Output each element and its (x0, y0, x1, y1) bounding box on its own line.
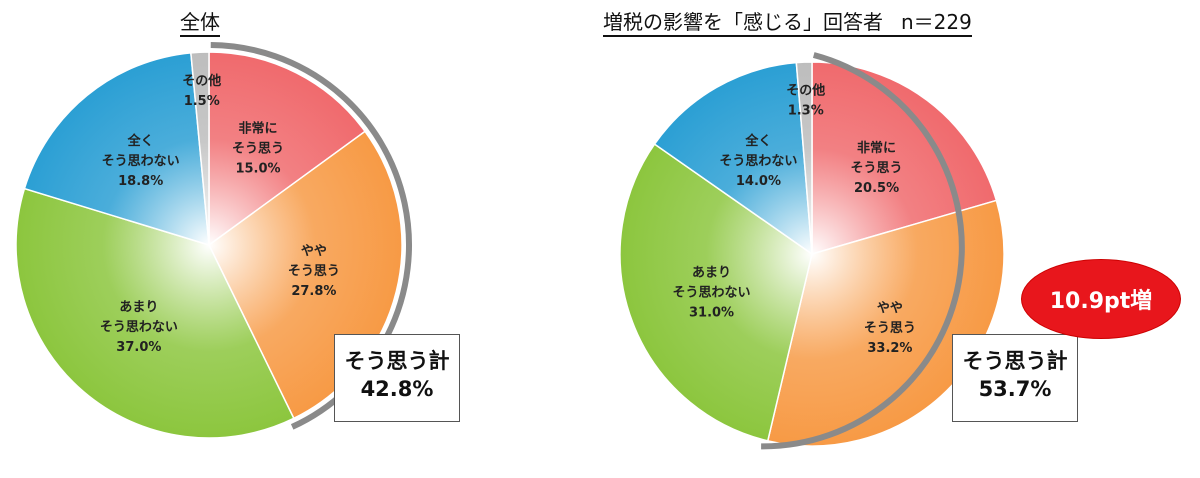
pie-slice-affected-2 (619, 143, 813, 442)
total-label-overall: そう思う計 (344, 349, 450, 373)
total-label-affected: そう思う計 (962, 349, 1068, 373)
pie-slice-affected-1 (766, 199, 1005, 447)
slice-label-overall-2: あまりそう思わない 37.0% (100, 300, 178, 355)
slice-label-affected-1: ややそう思う 33.2% (864, 301, 916, 356)
slice-label-overall-0: 非常にそう思う 15.0% (232, 121, 284, 177)
slice-label-affected-3: 全くそう思わない 14.0% (719, 133, 797, 189)
slice-label-overall-1: ややそう思う 27.8% (288, 244, 340, 299)
slice-label-affected-0: 非常にそう思う 20.5% (851, 140, 903, 196)
sample-size-label: n＝229 (901, 10, 972, 34)
increase-badge-text: 10.9pt増 (1049, 289, 1153, 314)
pie-slice-overall-2 (15, 187, 295, 439)
increase-badge: 10.9pt増 (1022, 260, 1180, 338)
total-value-overall: 42.8% (360, 377, 434, 401)
total-box-affected: そう思う計 53.7% (952, 334, 1078, 422)
title-text-overall: 全体 (180, 10, 220, 34)
pie-slice-overall-4 (190, 51, 210, 246)
slice-label-overall-4: その他 1.5% (182, 73, 221, 109)
title-text-affected: 増税の影響を「感じる」回答者 (603, 10, 883, 34)
total-value-affected: 53.7% (978, 377, 1052, 401)
total-arc-affected (761, 52, 965, 450)
pie-slice-overall-0 (208, 51, 367, 247)
slice-label-overall-3: 全くそう思わない 18.8% (102, 133, 180, 189)
slice-label-affected-4: その他 1.3% (786, 83, 825, 119)
chart-title-affected: 増税の影響を「感じる」回答者 n＝229 (603, 10, 972, 37)
pie-slice-affected-3 (653, 61, 813, 256)
pie-slice-overall-3 (23, 52, 210, 247)
total-box-overall: そう思う計 42.8% (334, 334, 460, 422)
slice-label-affected-2: あまりそう思わない 31.0% (673, 265, 751, 320)
chart-title-overall: 全体 (180, 10, 220, 37)
pie-slice-affected-4 (795, 61, 813, 255)
